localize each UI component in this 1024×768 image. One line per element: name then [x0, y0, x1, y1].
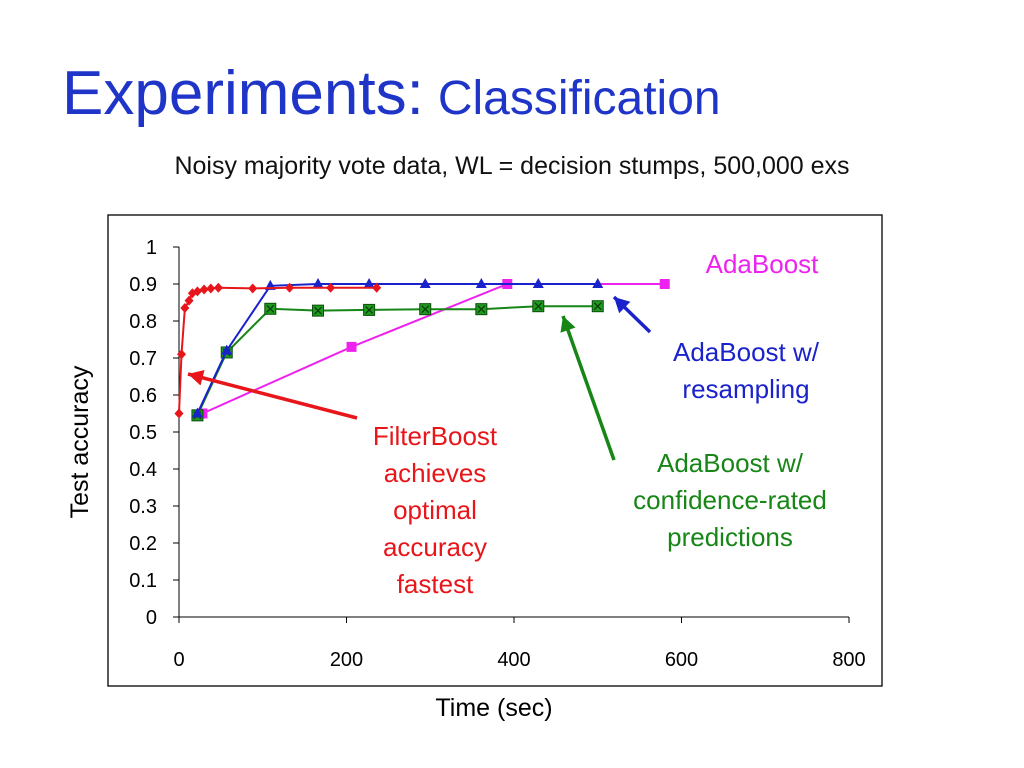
y-tick-label: 0.8: [129, 311, 157, 333]
adaboost-point: [346, 341, 357, 352]
resampling-point: [419, 278, 431, 288]
filterboost-line-5: fastest: [396, 569, 474, 599]
filterboost-point: [326, 282, 336, 293]
y-tick-label: 0.4: [129, 459, 157, 481]
filterboost-point: [248, 283, 258, 294]
arrow-head: [614, 297, 631, 314]
point-cross: [421, 305, 430, 314]
resampling-point: [532, 278, 544, 288]
x-tick-label: 400: [497, 649, 530, 671]
confidence-point: [264, 302, 277, 315]
confidence-line: [196, 305, 598, 416]
confidence-line-3: predictions: [667, 522, 793, 552]
filterboost-point: [184, 295, 194, 306]
slide-subtitle: Noisy majority vote data, WL = decision …: [174, 152, 850, 180]
filterboost-point: [285, 282, 295, 293]
confidence-point: [312, 304, 325, 317]
arrow-head: [188, 370, 205, 386]
point-cross: [365, 305, 374, 314]
series-group: [174, 278, 670, 422]
adaboost-point: [659, 279, 670, 289]
point-cross: [314, 306, 322, 315]
filterboost-arrow: [187, 370, 358, 420]
point-cross: [593, 302, 602, 311]
y-tick-label: 0.1: [129, 570, 157, 592]
resampling-point: [363, 278, 375, 288]
resampling-label: AdaBoost w/ resampling: [636, 334, 856, 408]
y-tick-label: 0.7: [129, 348, 157, 370]
resampling-arrow: [612, 295, 652, 334]
arrow-shaft: [187, 372, 358, 420]
x-tick-label: 0: [173, 649, 184, 671]
adaboost-label: AdaBoost: [672, 246, 852, 283]
y-tick-label: 0.2: [129, 533, 157, 555]
confidence-point: [363, 303, 376, 316]
point-cross: [534, 302, 543, 311]
point-cross: [477, 305, 486, 314]
point-cross: [266, 304, 275, 313]
filterboost-point: [180, 303, 190, 314]
y-tick-label: 0: [146, 607, 157, 629]
y-tick-label: 0.6: [129, 385, 157, 407]
y-axis-label: Test accuracy: [66, 365, 94, 518]
filterboost-line-2: achieves: [383, 458, 487, 488]
x-tick-label: 600: [665, 649, 698, 671]
x-tick-group: 0 200 400 600 800: [173, 617, 866, 671]
arrow-shaft: [561, 315, 616, 461]
slide-title: Experiments: Classification: [62, 58, 721, 129]
confidence-point: [591, 300, 604, 313]
arrow-head: [560, 316, 576, 333]
x-tick-label: 800: [832, 649, 865, 671]
resampling-point: [475, 278, 487, 288]
filterboost-point: [372, 282, 382, 293]
y-tick-label: 0.3: [129, 496, 157, 518]
resampling-line-2: resampling: [682, 374, 810, 404]
confidence-arrow: [560, 315, 616, 461]
filterboost-label: FilterBoost achieves optimal accuracy fa…: [345, 418, 525, 603]
filterboost-point: [199, 284, 209, 295]
resampling-point: [592, 278, 604, 288]
confidence-point: [475, 303, 488, 316]
confidence-point: [532, 300, 545, 313]
chart-frame: [107, 214, 883, 687]
title-main: Experiments:: [62, 59, 424, 128]
resampling-point: [191, 407, 203, 418]
y-tick-label: 1: [146, 237, 157, 259]
confidence-line-1: AdaBoost w/: [657, 448, 803, 478]
filterboost-line-1: FilterBoost: [372, 421, 498, 451]
filterboost-point: [213, 282, 223, 293]
adaboost-label-text: AdaBoost: [705, 249, 819, 279]
y-tick-group: 0 0.1 0.2 0.3 0.4 0.5 0.6 0.7 0.8 0.9 1: [129, 237, 179, 629]
title-suffix: Classification: [437, 72, 721, 125]
x-tick-label: 200: [330, 649, 363, 671]
filterboost-point: [174, 408, 184, 419]
filterboost-point: [192, 286, 202, 297]
y-tick-label: 0.5: [129, 422, 157, 444]
filterboost-point: [206, 283, 216, 294]
filterboost-point: [177, 349, 187, 360]
annotation-arrows: [187, 295, 652, 461]
resampling-point: [221, 344, 233, 355]
confidence-label: AdaBoost w/ confidence-rated predictions: [600, 445, 860, 556]
y-tick-label: 0.9: [129, 274, 157, 296]
filterboost-line-3: optimal: [393, 495, 477, 525]
confidence-line-2: confidence-rated: [633, 485, 827, 515]
resampling-point: [312, 278, 324, 288]
filterboost-line-4: accuracy: [382, 532, 488, 562]
resampling-line-1: AdaBoost w/: [673, 337, 819, 367]
x-axis-label: Time (sec): [435, 694, 552, 722]
confidence-point: [419, 303, 432, 316]
